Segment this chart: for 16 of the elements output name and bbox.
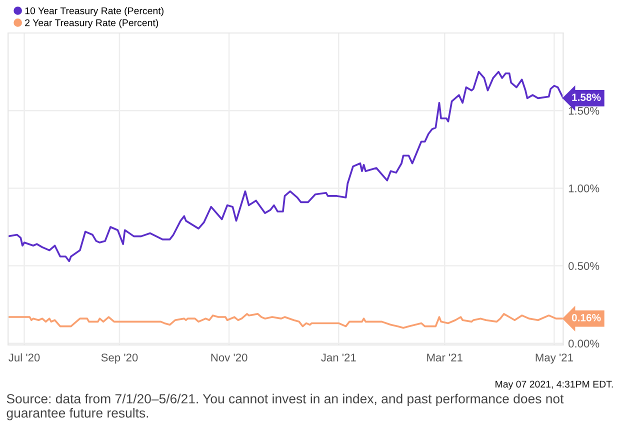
- x-tick-label: Mar '21: [427, 354, 462, 362]
- legend-label: 10 Year Treasury Rate (Percent): [25, 7, 164, 16]
- x-tick-label: May '21: [536, 354, 573, 364]
- x-tick-label: Jan '21: [321, 354, 356, 362]
- annotation: 1.58%: [572, 94, 601, 101]
- legend-label: 2 Year Treasury Rate (Percent): [25, 19, 158, 28]
- x-tick-label: Nov '20: [211, 354, 248, 362]
- y-tick-label: 0.50%: [568, 262, 600, 270]
- source-note: Source: data from 7/1/20–5/6/21. You cannot invest in an index, and past performance does not guarantee future results.: [6, 394, 564, 420]
- x-tick-label: Jul '20: [8, 353, 40, 362]
- x-tick-label: Sep '20: [101, 354, 138, 364]
- annotation: 0.16%: [572, 314, 601, 322]
- text: May 07 2021, 4:31PM EDT.: [496, 380, 613, 390]
- y-tick-label: 0.00%: [568, 340, 600, 348]
- y-tick-label: 1.50%: [568, 106, 600, 115]
- y-tick-label: 1.00%: [568, 184, 600, 192]
